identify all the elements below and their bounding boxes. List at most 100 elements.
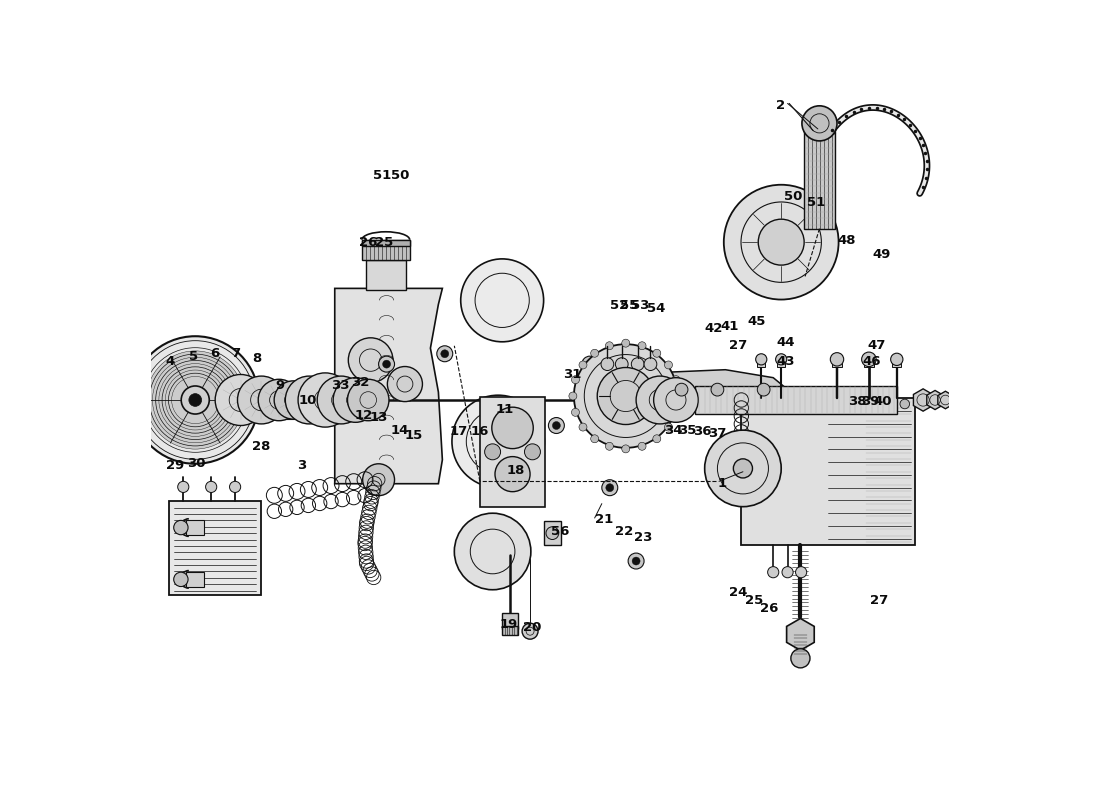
Text: 15: 15 bbox=[405, 430, 424, 442]
Bar bbox=[187, 520, 204, 534]
Text: 44: 44 bbox=[777, 336, 795, 349]
Circle shape bbox=[724, 185, 838, 299]
Polygon shape bbox=[938, 391, 953, 409]
Polygon shape bbox=[363, 346, 678, 617]
Circle shape bbox=[830, 353, 844, 366]
Circle shape bbox=[383, 360, 390, 368]
Bar bbox=[503, 626, 518, 635]
Text: 49: 49 bbox=[872, 249, 891, 262]
Circle shape bbox=[705, 430, 781, 506]
Text: 30: 30 bbox=[187, 458, 206, 470]
Circle shape bbox=[216, 374, 266, 426]
Circle shape bbox=[672, 376, 680, 384]
Circle shape bbox=[891, 354, 903, 366]
Text: 45: 45 bbox=[748, 315, 766, 328]
Circle shape bbox=[772, 399, 782, 409]
Circle shape bbox=[348, 379, 389, 421]
Circle shape bbox=[174, 572, 188, 586]
Circle shape bbox=[153, 358, 238, 442]
Text: 50: 50 bbox=[390, 169, 409, 182]
Circle shape bbox=[606, 484, 614, 492]
Circle shape bbox=[579, 423, 587, 431]
Circle shape bbox=[579, 361, 587, 369]
Circle shape bbox=[238, 376, 285, 424]
Bar bbox=[543, 521, 561, 545]
Circle shape bbox=[525, 444, 540, 460]
Circle shape bbox=[549, 418, 564, 434]
Text: 4: 4 bbox=[166, 355, 175, 368]
Text: 21: 21 bbox=[595, 513, 613, 526]
Circle shape bbox=[230, 482, 241, 493]
Text: 29: 29 bbox=[166, 459, 184, 472]
Text: 11: 11 bbox=[496, 403, 514, 416]
Text: 48: 48 bbox=[837, 234, 856, 247]
Circle shape bbox=[652, 350, 661, 358]
Text: 51: 51 bbox=[373, 169, 392, 182]
Text: 16: 16 bbox=[471, 426, 488, 438]
Text: 23: 23 bbox=[634, 530, 652, 544]
Circle shape bbox=[441, 350, 449, 358]
Circle shape bbox=[586, 360, 594, 368]
Text: 9: 9 bbox=[276, 379, 285, 392]
Text: 7: 7 bbox=[231, 347, 240, 360]
Circle shape bbox=[461, 259, 543, 342]
Circle shape bbox=[349, 338, 393, 382]
Circle shape bbox=[758, 219, 804, 265]
Circle shape bbox=[189, 394, 201, 406]
Circle shape bbox=[165, 370, 226, 430]
Circle shape bbox=[628, 553, 645, 569]
Text: 38: 38 bbox=[848, 395, 867, 408]
Circle shape bbox=[454, 514, 531, 590]
Circle shape bbox=[601, 358, 614, 370]
Circle shape bbox=[631, 358, 645, 370]
Circle shape bbox=[605, 442, 614, 450]
Circle shape bbox=[363, 464, 395, 496]
Circle shape bbox=[740, 399, 750, 409]
Bar bbox=[503, 613, 518, 629]
Bar bbox=[833, 355, 842, 367]
Circle shape bbox=[621, 370, 638, 386]
Circle shape bbox=[572, 408, 580, 416]
Bar bbox=[187, 572, 204, 586]
Circle shape bbox=[602, 480, 618, 496]
Bar bbox=[256, 381, 297, 419]
Circle shape bbox=[884, 399, 893, 409]
Circle shape bbox=[768, 566, 779, 578]
Text: 37: 37 bbox=[708, 427, 726, 440]
Circle shape bbox=[900, 399, 910, 409]
Text: 39: 39 bbox=[861, 395, 879, 408]
Circle shape bbox=[757, 383, 770, 396]
Circle shape bbox=[638, 442, 646, 450]
Circle shape bbox=[836, 399, 846, 409]
Circle shape bbox=[632, 557, 640, 565]
Circle shape bbox=[182, 386, 209, 414]
Text: 36: 36 bbox=[693, 426, 712, 438]
Circle shape bbox=[674, 392, 683, 400]
Text: 17: 17 bbox=[450, 426, 468, 438]
Text: 31: 31 bbox=[563, 368, 581, 381]
Circle shape bbox=[804, 399, 814, 409]
Circle shape bbox=[317, 376, 365, 424]
Circle shape bbox=[274, 381, 312, 419]
Circle shape bbox=[569, 392, 576, 400]
Text: 12: 12 bbox=[354, 410, 373, 422]
Circle shape bbox=[821, 399, 829, 409]
Text: 3: 3 bbox=[297, 459, 307, 472]
Text: 14: 14 bbox=[390, 424, 409, 437]
Text: 25: 25 bbox=[375, 236, 393, 249]
Polygon shape bbox=[913, 389, 933, 411]
Bar bbox=[741, 398, 915, 545]
Text: 22: 22 bbox=[615, 525, 632, 538]
Polygon shape bbox=[334, 288, 442, 484]
Circle shape bbox=[258, 379, 299, 421]
Text: 19: 19 bbox=[499, 618, 518, 631]
Bar bbox=[804, 133, 835, 229]
Text: 8: 8 bbox=[252, 352, 261, 365]
Polygon shape bbox=[927, 390, 944, 410]
Bar bbox=[362, 240, 409, 246]
Text: 20: 20 bbox=[522, 621, 541, 634]
Text: 34: 34 bbox=[664, 424, 682, 437]
Text: 2: 2 bbox=[776, 98, 784, 111]
Text: 27: 27 bbox=[870, 594, 888, 607]
Circle shape bbox=[636, 376, 684, 424]
